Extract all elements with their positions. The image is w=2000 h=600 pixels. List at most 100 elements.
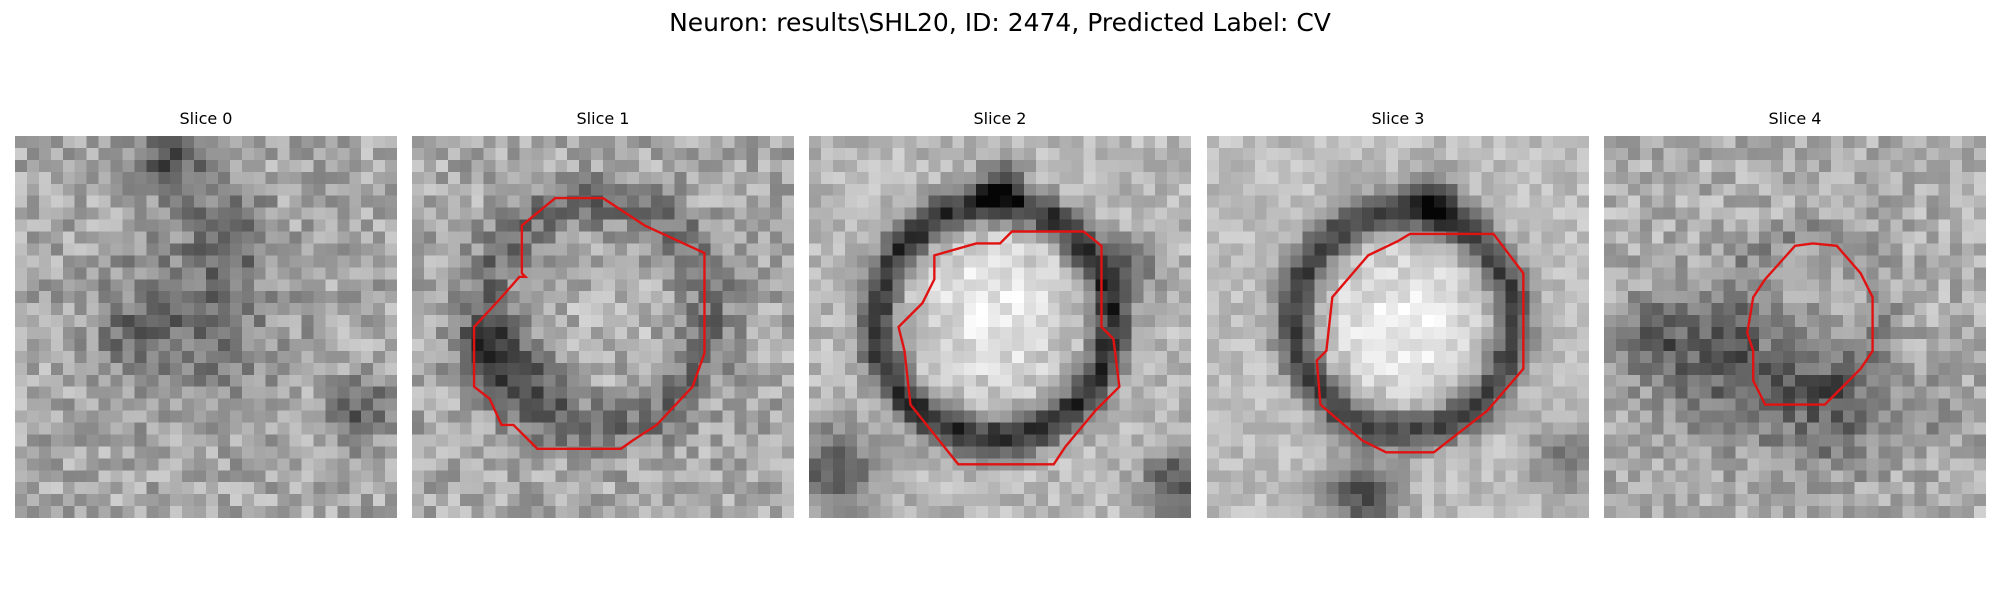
image-pixel — [1831, 267, 1843, 279]
image-pixel — [1795, 303, 1807, 315]
image-pixel — [290, 136, 302, 148]
image-pixel — [722, 494, 734, 506]
image-pixel — [639, 267, 651, 279]
image-pixel — [1517, 411, 1529, 423]
image-pixel — [1616, 255, 1628, 267]
image-pixel — [1048, 279, 1060, 291]
image-pixel — [158, 220, 170, 232]
image-pixel — [385, 243, 397, 255]
image-pixel — [1926, 411, 1938, 423]
image-pixel — [881, 494, 893, 506]
image-pixel — [87, 255, 99, 267]
image-pixel — [302, 255, 314, 267]
image-pixel — [603, 387, 615, 399]
image-pixel — [1386, 172, 1398, 184]
image-pixel — [182, 446, 194, 458]
image-pixel — [1616, 160, 1628, 172]
image-pixel — [1962, 351, 1974, 363]
image-pixel — [1326, 399, 1338, 411]
image-pixel — [1231, 494, 1243, 506]
image-pixel — [857, 506, 869, 518]
image-pixel — [63, 411, 75, 423]
image-pixel — [1541, 184, 1553, 196]
image-pixel — [361, 482, 373, 494]
image-pixel — [1000, 494, 1012, 506]
image-pixel — [663, 446, 675, 458]
image-pixel — [857, 184, 869, 196]
image-pixel — [543, 399, 555, 411]
image-pixel — [170, 387, 182, 399]
image-pixel — [218, 506, 230, 518]
image-pixel — [1723, 434, 1735, 446]
image-pixel — [1795, 232, 1807, 244]
image-pixel — [1446, 255, 1458, 267]
image-pixel — [734, 375, 746, 387]
image-pixel — [1072, 387, 1084, 399]
image-pixel — [722, 136, 734, 148]
image-pixel — [87, 375, 99, 387]
image-pixel — [254, 399, 266, 411]
image-pixel — [869, 303, 881, 315]
image-pixel — [122, 387, 134, 399]
image-pixel — [266, 327, 278, 339]
image-pixel — [1060, 303, 1072, 315]
image-pixel — [1553, 411, 1565, 423]
image-pixel — [170, 220, 182, 232]
image-pixel — [1048, 255, 1060, 267]
image-pixel — [821, 446, 833, 458]
image-pixel — [448, 375, 460, 387]
image-pixel — [412, 399, 424, 411]
image-pixel — [663, 172, 675, 184]
image-pixel — [627, 148, 639, 160]
image-pixel — [1338, 363, 1350, 375]
image-pixel — [266, 148, 278, 160]
image-pixel — [845, 220, 857, 232]
image-pixel — [1084, 351, 1096, 363]
image-pixel — [1267, 351, 1279, 363]
image-pixel — [1060, 506, 1072, 518]
image-pixel — [1131, 315, 1143, 327]
image-pixel — [519, 160, 531, 172]
image-pixel — [1926, 255, 1938, 267]
image-pixel — [543, 434, 555, 446]
image-pixel — [1291, 136, 1303, 148]
image-pixel — [1807, 327, 1819, 339]
image-pixel — [496, 387, 508, 399]
image-pixel — [1482, 506, 1494, 518]
image-pixel — [424, 255, 436, 267]
image-pixel — [1867, 255, 1879, 267]
image-pixel — [1891, 160, 1903, 172]
image-pixel — [1938, 243, 1950, 255]
image-pixel — [531, 220, 543, 232]
image-pixel — [1119, 196, 1131, 208]
image-pixel — [230, 303, 242, 315]
image-pixel — [782, 291, 794, 303]
image-pixel — [1735, 339, 1747, 351]
image-pixel — [313, 327, 325, 339]
image-pixel — [519, 291, 531, 303]
image-pixel — [1231, 315, 1243, 327]
image-pixel — [639, 148, 651, 160]
image-pixel — [663, 136, 675, 148]
image-pixel — [543, 482, 555, 494]
image-pixel — [1688, 148, 1700, 160]
image-pixel — [881, 279, 893, 291]
image-pixel — [555, 399, 567, 411]
image-pixel — [1119, 208, 1131, 220]
image-pixel — [1565, 160, 1577, 172]
image-pixel — [687, 494, 699, 506]
image-pixel — [290, 506, 302, 518]
image-pixel — [1458, 267, 1470, 279]
image-pixel — [1243, 506, 1255, 518]
image-pixel — [893, 267, 905, 279]
image-pixel — [496, 267, 508, 279]
image-pixel — [1494, 339, 1506, 351]
image-pixel — [1604, 315, 1616, 327]
image-pixel — [1119, 446, 1131, 458]
image-pixel — [508, 243, 520, 255]
image-pixel — [122, 315, 134, 327]
image-pixel — [1735, 148, 1747, 160]
image-pixel — [1517, 506, 1529, 518]
image-pixel — [1131, 458, 1143, 470]
image-pixel — [1962, 387, 1974, 399]
